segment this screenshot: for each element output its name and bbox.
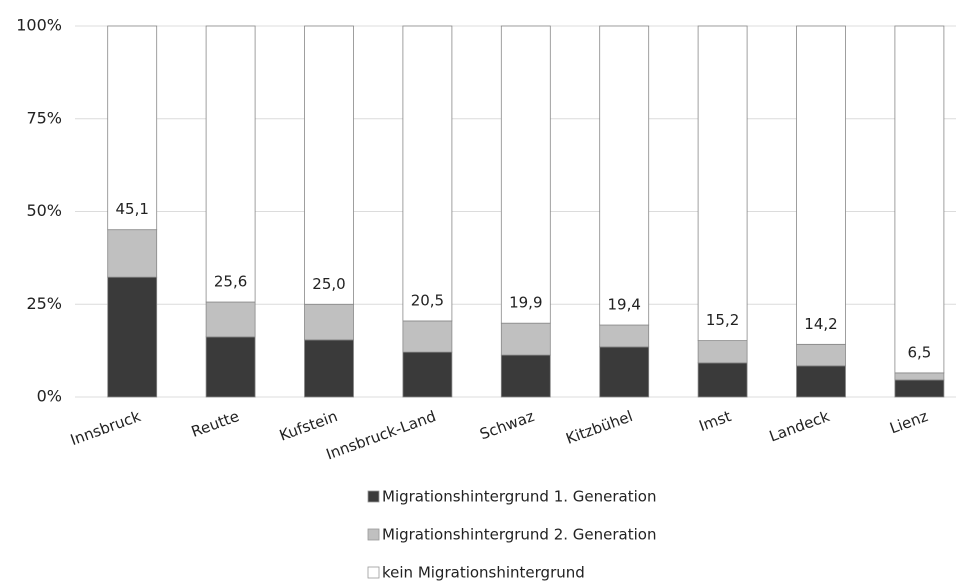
bar-segment [500, 322, 551, 356]
total-label: 15,2 [706, 311, 739, 329]
legend-swatch [367, 528, 380, 541]
bar-segment [205, 336, 256, 398]
bar-segment [894, 379, 945, 398]
bar-segment [697, 25, 748, 342]
x-tick-label: Landeck [767, 407, 832, 445]
x-tick-label: Lienz [887, 407, 930, 437]
bar-segment [402, 320, 453, 353]
x-tick-label: Reutte [189, 407, 242, 441]
total-label: 25,0 [312, 275, 345, 293]
bar-segment [796, 25, 846, 345]
x-tick-label: Innsbruck [68, 407, 143, 449]
legend-swatch [367, 566, 380, 579]
bar-segment [599, 324, 650, 348]
total-label: 45,1 [115, 200, 148, 218]
x-tick-label: Schwaz [477, 407, 536, 443]
bar-segment [697, 362, 748, 398]
bar-segment [796, 365, 846, 398]
y-tick-label: 0% [37, 387, 62, 406]
bar-segment [796, 343, 846, 367]
bar-segment [304, 339, 354, 398]
x-tick-label: Kufstein [277, 407, 340, 445]
y-tick-label: 50% [26, 201, 62, 220]
legend-label: Migrationshintergrund 2. Generation [382, 526, 656, 544]
total-label: 19,9 [509, 294, 542, 312]
bar-segment [697, 340, 748, 364]
legend-label: Migrationshintergrund 1. Generation [382, 488, 656, 506]
bar-segment [107, 229, 158, 278]
total-label: 19,4 [607, 296, 640, 314]
x-tick-label: Innsbruck-Land [324, 407, 439, 463]
bar-segment [599, 25, 650, 326]
bar-segment [894, 25, 945, 374]
total-label: 25,6 [214, 273, 247, 291]
bar-segment [402, 351, 453, 398]
bar-segment [894, 372, 945, 381]
bar-segment [304, 303, 354, 341]
bar-segment [599, 346, 650, 398]
x-tick-label: Imst [697, 407, 734, 435]
bar-segment [500, 25, 551, 324]
y-tick-label: 25% [26, 294, 62, 313]
bar-segment [107, 276, 158, 398]
bar-segment [402, 25, 453, 322]
bar-segment [205, 25, 256, 303]
y-tick-label: 100% [16, 16, 62, 35]
bar-segment [304, 25, 354, 305]
x-tick-label: Kitzbühel [563, 407, 635, 448]
total-label: 20,5 [411, 291, 444, 309]
total-label: 6,5 [907, 343, 931, 361]
legend-swatch [367, 490, 380, 503]
y-tick-label: 75% [26, 108, 62, 127]
legend-label: kein Migrationshintergrund [382, 564, 585, 582]
bar-segment [107, 25, 158, 231]
total-label: 14,2 [804, 315, 837, 333]
bar-segment [205, 301, 256, 338]
bar-segment [500, 354, 551, 398]
